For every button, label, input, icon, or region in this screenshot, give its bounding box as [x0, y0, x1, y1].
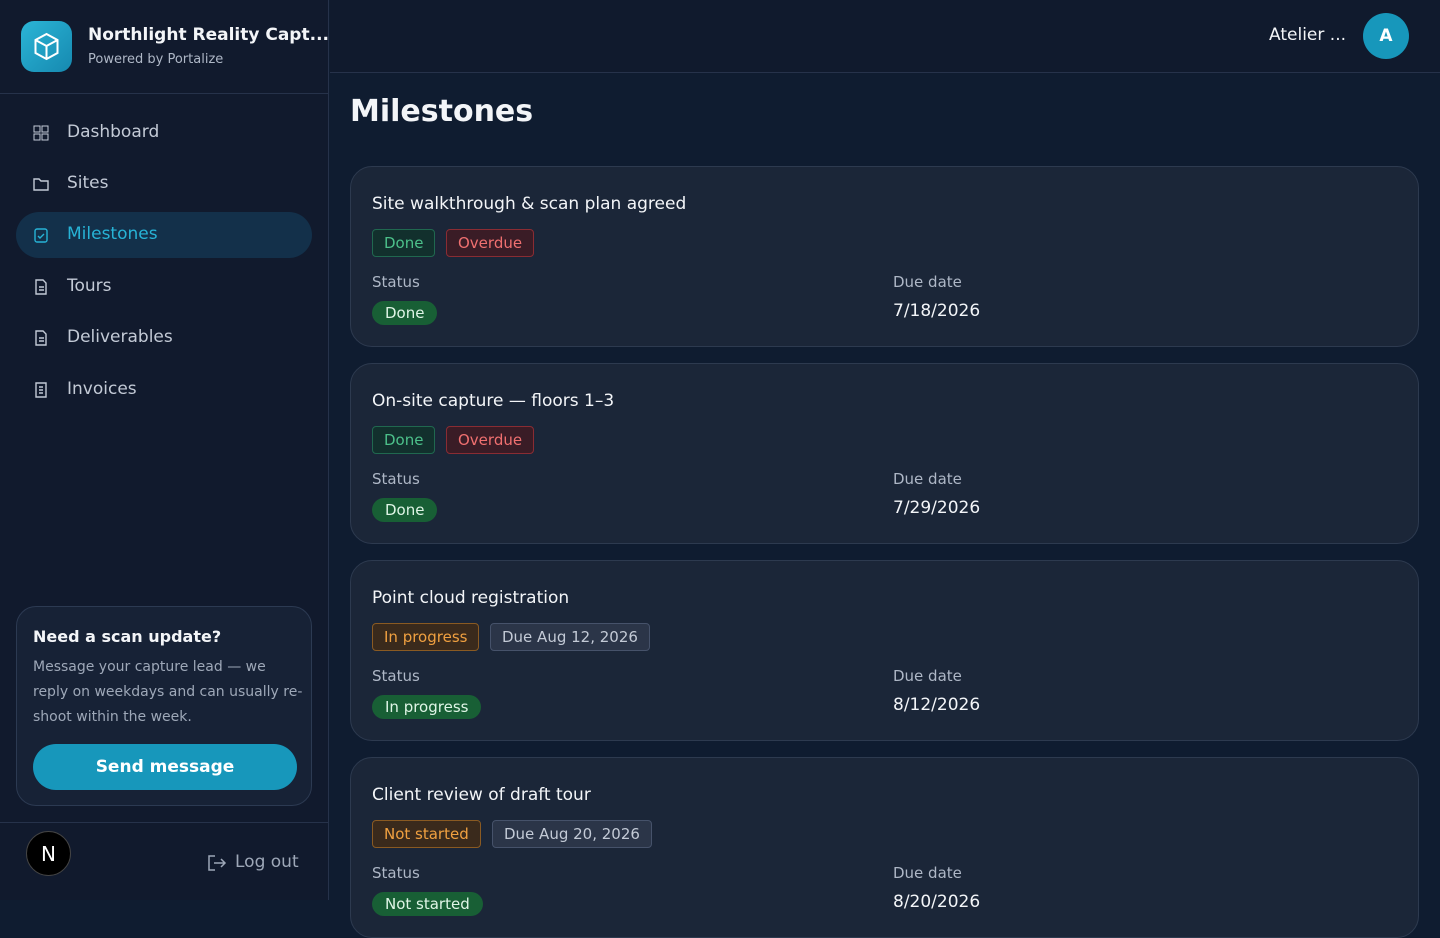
milestone-card[interactable]: Point cloud registration In progress Due A… [350, 560, 1419, 741]
nav-label: Dashboard [67, 122, 160, 142]
help-title: Need a scan update? [33, 627, 222, 646]
due-label: Due date [893, 864, 962, 882]
milestone-title: Point cloud registration [372, 588, 570, 608]
send-message-button[interactable]: Send message [33, 744, 297, 790]
due-label: Due date [893, 667, 962, 685]
nav-item[interactable]: Milestones [16, 212, 312, 258]
badge: Done [372, 229, 436, 257]
page-title: Milestones [350, 94, 534, 129]
help-text: Message your capture lead — we reply on … [33, 659, 303, 725]
due-label: Due date [893, 470, 962, 488]
status-pill: Done [372, 301, 438, 325]
help-card: Need a scan update? Message your capture… [16, 606, 312, 806]
badge: Due Aug 20, 2026 [492, 820, 652, 848]
due-date: 8/12/2026 [893, 695, 981, 715]
status-pill: Done [372, 498, 438, 522]
status-pill: In progress [372, 695, 482, 719]
brand-subtitle: Powered by Portalize [88, 52, 224, 67]
logout-icon [208, 855, 227, 871]
nav-label: Invoices [67, 379, 137, 399]
sidebar-footer: N Log out [0, 822, 329, 900]
logo [21, 21, 72, 72]
badge: Overdue [446, 426, 535, 454]
avatar[interactable]: N [26, 831, 71, 876]
brand: Northlight Reality Capt... Powered by Po… [0, 0, 329, 94]
badge: Due Aug 12, 2026 [490, 623, 650, 651]
milestone-card[interactable]: On-site capture — floors 1–3 Done Overdue S… [350, 363, 1419, 544]
badge: In progress [372, 623, 480, 651]
milestone-card[interactable]: Client review of draft tour Not started Du… [350, 757, 1419, 938]
nav-label: Sites [67, 173, 109, 193]
due-date: 7/18/2026 [893, 301, 981, 321]
milestone-title: Site walkthrough & scan plan agreed [372, 194, 687, 214]
nav-item[interactable]: Tours [16, 264, 312, 310]
nav-label: Tours [67, 276, 112, 296]
user-name[interactable]: Atelier ... [1269, 25, 1346, 45]
status-pill: Not started [372, 892, 483, 916]
badge: Not started [372, 820, 481, 848]
due-date: 8/20/2026 [893, 892, 981, 912]
milestone-title: Client review of draft tour [372, 785, 591, 805]
nav-item[interactable]: Deliverables [16, 315, 312, 361]
sidebar: Northlight Reality Capt... Powered by Po… [0, 0, 329, 900]
due-date: 7/29/2026 [893, 498, 981, 518]
user-avatar[interactable]: A [1363, 13, 1409, 59]
nav-item[interactable]: Dashboard [16, 110, 312, 156]
nav-label: Milestones [67, 224, 158, 244]
milestone-card[interactable]: Site walkthrough & scan plan agreed Done O… [350, 166, 1419, 347]
brand-name: Northlight Reality Capt... [88, 25, 329, 45]
logout[interactable]: Log out [235, 852, 299, 872]
nav-item[interactable]: Invoices [16, 367, 312, 413]
badge: Done [372, 426, 436, 454]
due-label: Due date [893, 273, 962, 291]
status-label: Status [372, 667, 420, 685]
status-label: Status [372, 470, 420, 488]
milestone-title: On-site capture — floors 1–3 [372, 391, 615, 411]
nav-label: Deliverables [67, 327, 173, 347]
nav-item[interactable]: Sites [16, 161, 312, 207]
badge: Overdue [446, 229, 535, 257]
status-label: Status [372, 864, 420, 882]
status-label: Status [372, 273, 420, 291]
header: Atelier ... A [330, 0, 1440, 73]
